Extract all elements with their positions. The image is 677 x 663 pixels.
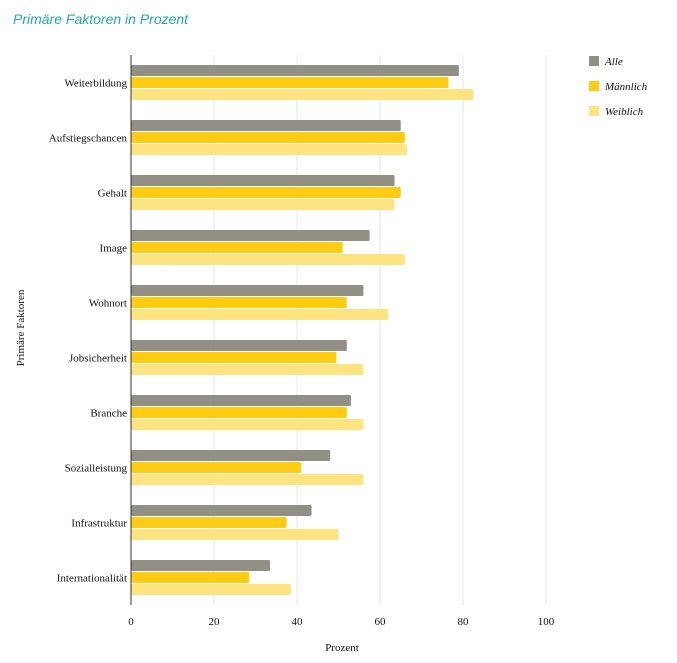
legend-swatch: [589, 81, 599, 91]
bar-weiblich: [131, 474, 364, 485]
bar-alle: [131, 340, 347, 351]
x-tick-labels: 0 20 40 60 80 100: [128, 616, 555, 628]
bar-alle: [131, 560, 271, 571]
bar-m-nnlich: [131, 297, 347, 308]
category-label: Infrastruktur: [71, 518, 127, 530]
bar-alle: [131, 175, 395, 186]
bar-m-nnlich: [131, 462, 302, 473]
bar-alle: [131, 450, 331, 461]
legend-label: Männlich: [604, 81, 648, 93]
category-label: Image: [100, 243, 128, 255]
bar-m-nnlich: [131, 187, 401, 198]
bar-weiblich: [131, 199, 395, 210]
bar-weiblich: [131, 309, 389, 320]
category-label: Weiterbildung: [64, 78, 127, 90]
x-tick-label: 40: [292, 616, 304, 628]
x-tick-label: 80: [458, 616, 470, 628]
bar-m-nnlich: [131, 407, 347, 418]
x-tick-label: 0: [128, 616, 134, 628]
bar-alle: [131, 285, 364, 296]
category-label: Jobsicherheit: [69, 353, 127, 365]
legend-label: Alle: [604, 56, 623, 68]
bar-alle: [131, 230, 370, 241]
bar-m-nnlich: [131, 242, 343, 253]
legend-swatch: [589, 56, 599, 66]
bar-alle: [131, 65, 459, 76]
legend-label: Weiblich: [605, 106, 644, 118]
y-axis-label: Primäre Faktoren: [15, 289, 27, 366]
bar-weiblich: [131, 419, 364, 430]
x-tick-label: 60: [375, 616, 387, 628]
x-tick-label: 100: [538, 616, 555, 628]
category-label: Gehalt: [98, 188, 127, 200]
category-label: Internationalität: [57, 573, 127, 585]
category-label: Sozialleistung: [65, 463, 128, 475]
chart-title: Primäre Faktoren in Prozent: [13, 11, 189, 27]
bar-weiblich: [131, 584, 291, 595]
bar-alle: [131, 120, 401, 131]
x-axis-label: Prozent: [325, 642, 359, 654]
bar-alle: [131, 505, 312, 516]
bars: [131, 65, 474, 595]
category-label: Aufstiegschancen: [49, 133, 128, 145]
bar-m-nnlich: [131, 517, 287, 528]
bar-weiblich: [131, 144, 407, 155]
bar-alle: [131, 395, 351, 406]
bar-weiblich: [131, 89, 474, 100]
category-label: Wohnort: [89, 298, 127, 310]
bar-weiblich: [131, 364, 364, 375]
bar-m-nnlich: [131, 77, 449, 88]
bar-weiblich: [131, 529, 339, 540]
legend: Alle Männlich Weiblich: [589, 56, 648, 118]
category-labels: Weiterbildung Aufstiegschancen Gehalt Image…: [49, 78, 128, 585]
legend-swatch: [589, 106, 599, 116]
bar-m-nnlich: [131, 572, 250, 583]
bar-m-nnlich: [131, 352, 337, 363]
x-tick-label: 20: [209, 616, 221, 628]
bar-weiblich: [131, 254, 405, 265]
bar-m-nnlich: [131, 132, 405, 143]
category-label: Branche: [90, 408, 127, 420]
